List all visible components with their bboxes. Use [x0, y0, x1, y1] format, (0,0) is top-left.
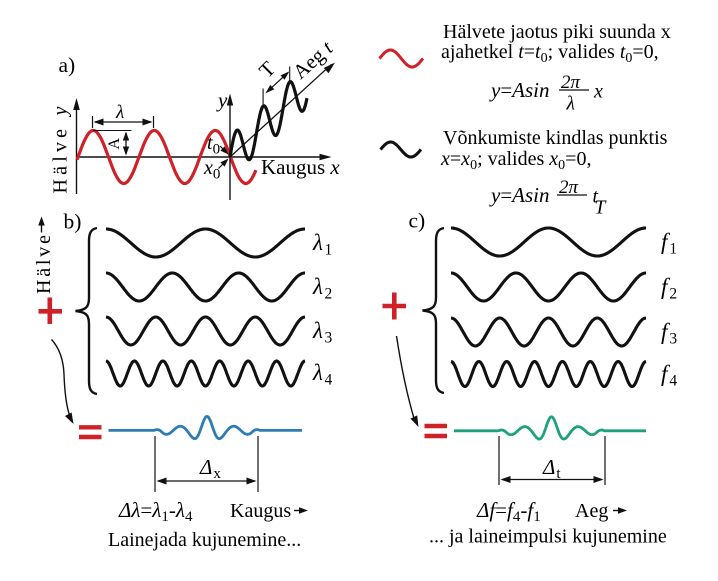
svg-text:Kaugus: Kaugus — [230, 500, 291, 522]
svg-text:x: x — [593, 81, 603, 103]
svg-text:λ: λ — [115, 102, 124, 123]
svg-text:y: y — [216, 88, 228, 112]
svg-text:Lainejada kujunemine...: Lainejada kujunemine... — [108, 529, 301, 551]
svg-text:Δλ=λ1-λ4: Δλ=λ1-λ4 — [118, 498, 193, 525]
svg-text:Hälvete jaotus piki suunda x: Hälvete jaotus piki suunda x — [443, 21, 671, 43]
svg-text:Hälve: Hälve — [33, 232, 55, 294]
svg-text:A: A — [106, 138, 123, 150]
svg-text:ajahetkel t=t0; valides t0=0,: ajahetkel t=t0; valides t0=0, — [441, 41, 659, 66]
svg-text:c): c) — [409, 209, 426, 233]
svg-text:2π: 2π — [559, 177, 579, 198]
svg-text:Kaugus x: Kaugus x — [261, 155, 340, 179]
svg-text:y=Asin: y=Asin — [489, 78, 550, 102]
svg-text:λ: λ — [566, 94, 575, 115]
svg-text:T: T — [595, 198, 607, 219]
svg-text:b): b) — [64, 210, 82, 234]
svg-text:y=Asin: y=Asin — [489, 183, 550, 207]
svg-text:x=x0; valides x0=0,: x=x0; valides x0=0, — [440, 148, 591, 173]
svg-text:2π: 2π — [561, 72, 581, 93]
svg-text:Aeg: Aeg — [575, 500, 608, 522]
svg-text:... ja laineimpulsi kujunemine: ... ja laineimpulsi kujunemine — [429, 526, 667, 548]
svg-text:Δf=f4-f1: Δf=f4-f1 — [476, 498, 541, 525]
svg-text:a): a) — [59, 53, 76, 77]
svg-text:t: t — [593, 187, 599, 208]
svg-text:Hälve y: Hälve y — [50, 102, 72, 193]
svg-text:Võnkumiste kindlas punktis: Võnkumiste kindlas punktis — [443, 127, 668, 149]
